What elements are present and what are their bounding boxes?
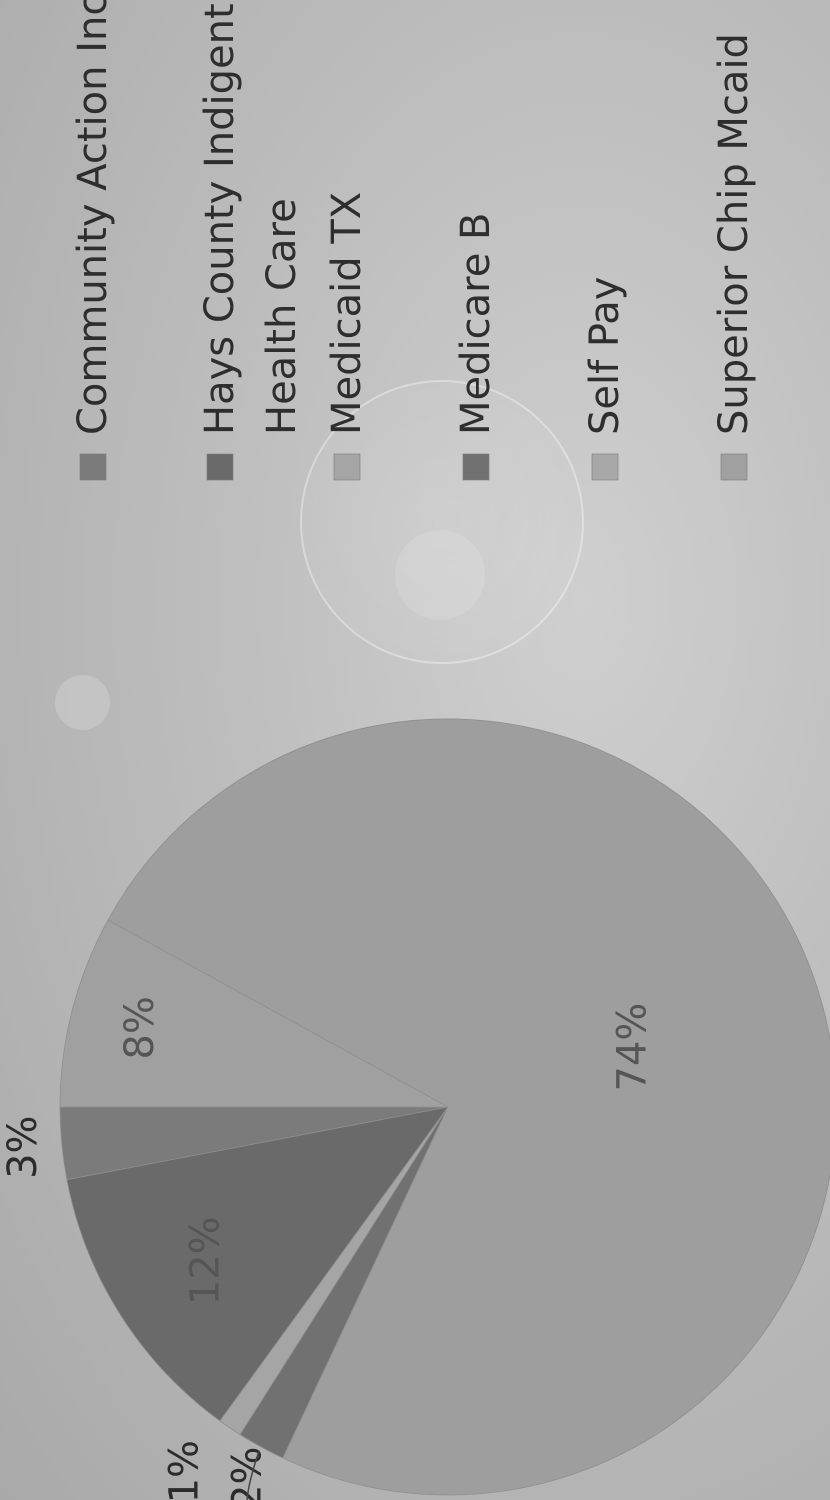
legend-label: Health Care: [259, 198, 305, 435]
data-label-community-action-inc: 3%: [0, 1115, 46, 1178]
decorative-bubble: [55, 675, 110, 730]
legend-item-community-action-inc: Community Action Inc: [70, 0, 116, 481]
legend-swatch: [591, 453, 619, 481]
legend-label: Community Action Inc: [70, 0, 116, 435]
legend-label: Medicaid TX: [324, 192, 370, 435]
leader-line: [246, 1450, 260, 1500]
legend-swatch: [333, 453, 361, 481]
legend-label: Medicare B: [453, 213, 499, 435]
pie-slice-superior-chip-mcaid: [59, 919, 449, 1108]
pie-slice-hays-county-indigent-health-care: [66, 1106, 449, 1422]
decorative-bubble: [300, 380, 584, 664]
pie-slice-self-pay: [107, 718, 830, 1496]
legend-label: Superior Chip Mcaid: [711, 33, 757, 435]
legend-item-hays-county-indigent-health-care: Hays County Indigent Health Care: [197, 3, 305, 481]
data-label-self-pay: 74%: [610, 1003, 656, 1092]
legend-swatch: [79, 453, 107, 481]
legend-swatch: [206, 453, 234, 481]
legend-item-self-pay: Self Pay: [582, 277, 628, 481]
legend-label: Hays County Indigent: [197, 3, 243, 435]
data-label-medicaid-tx: 1%: [162, 1440, 208, 1500]
data-label-hays-county-indigent-health-care: 12%: [183, 1216, 229, 1305]
data-label-medicare-b: 2%: [224, 1446, 270, 1500]
legend-swatch: [462, 453, 490, 481]
legend-item-superior-chip-mcaid: Superior Chip Mcaid: [711, 33, 757, 481]
legend-item-medicare-b: Medicare B: [453, 213, 499, 481]
legend-label: Self Pay: [582, 277, 628, 435]
chart-legend: Community Action Inc Hays County Indigent…: [70, 0, 757, 481]
data-label-superior-chip-mcaid: 8%: [117, 996, 163, 1059]
pie-data-labels: 3% 12% 1% 2% 74% 8%: [0, 996, 656, 1500]
decorative-bubble: [395, 530, 485, 620]
legend-swatch: [720, 453, 748, 481]
legend-item-medicaid-tx: Medicaid TX: [324, 192, 370, 481]
pie-slices: [59, 718, 830, 1496]
